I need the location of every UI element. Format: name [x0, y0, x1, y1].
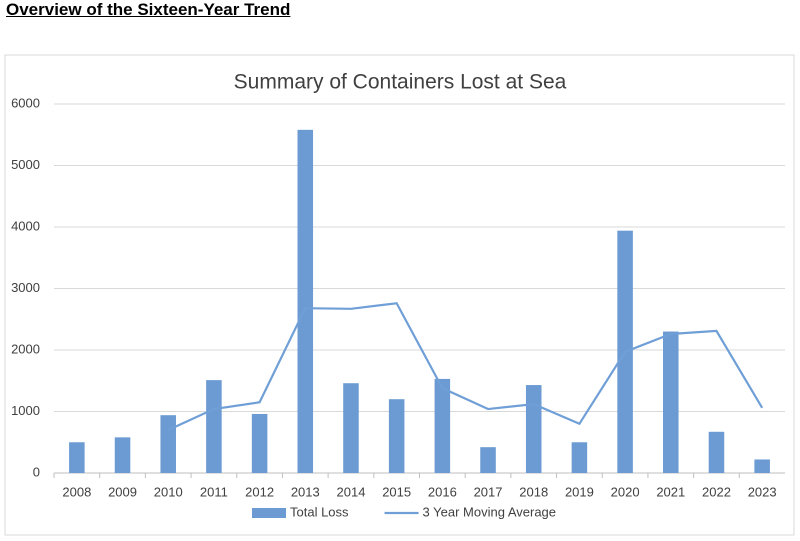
- y-tick-label: 4000: [11, 218, 40, 233]
- legend-label: 3 Year Moving Average: [423, 504, 556, 519]
- bar: [663, 331, 679, 473]
- bar: [206, 380, 222, 473]
- y-tick-label: 5000: [11, 157, 40, 172]
- bar: [297, 129, 314, 473]
- bar: [114, 437, 131, 473]
- bar: [525, 385, 542, 473]
- x-tick-label: 2022: [702, 484, 731, 499]
- x-tick-label: 2010: [154, 484, 183, 499]
- legend-label: Total Loss: [290, 504, 349, 519]
- bar: [434, 378, 451, 473]
- heading: Overview of the Sixteen-Year Trend: [6, 0, 291, 19]
- bar: [754, 459, 770, 473]
- bar: [160, 415, 176, 473]
- x-tick-label: 2020: [611, 484, 640, 499]
- bar: [251, 413, 268, 473]
- chart-title: Summary of Containers Lost at Sea: [234, 71, 567, 94]
- y-tick-label: 0: [33, 464, 40, 479]
- bar: [69, 442, 85, 473]
- bar: [571, 442, 588, 473]
- y-tick-label: 6000: [11, 95, 40, 110]
- x-tick-label: 2021: [656, 484, 685, 499]
- x-tick-label: 2015: [382, 484, 411, 499]
- bar: [343, 383, 359, 473]
- x-tick-label: 2017: [474, 484, 503, 499]
- x-tick-label: 2008: [62, 484, 91, 499]
- x-tick-label: 2012: [245, 484, 274, 499]
- line: [167, 302, 764, 431]
- x-tick-label: 2009: [108, 484, 137, 499]
- legend-swatch: [252, 508, 286, 518]
- y-tick-label: 1000: [11, 403, 40, 418]
- y-tick-label: 3000: [11, 280, 40, 295]
- x-tick-label: 2013: [291, 484, 320, 499]
- x-tick-label: 2018: [519, 484, 548, 499]
- y-tick-label: 2000: [11, 341, 40, 356]
- x-tick-label: 2014: [337, 484, 366, 499]
- x-tick-label: 2019: [565, 484, 594, 499]
- bar: [388, 399, 405, 473]
- x-tick-label: 2011: [200, 484, 228, 499]
- x-tick-label: 2016: [428, 484, 457, 499]
- bar: [708, 431, 725, 473]
- bar: [480, 447, 496, 473]
- x-tick-label: 2023: [748, 484, 777, 499]
